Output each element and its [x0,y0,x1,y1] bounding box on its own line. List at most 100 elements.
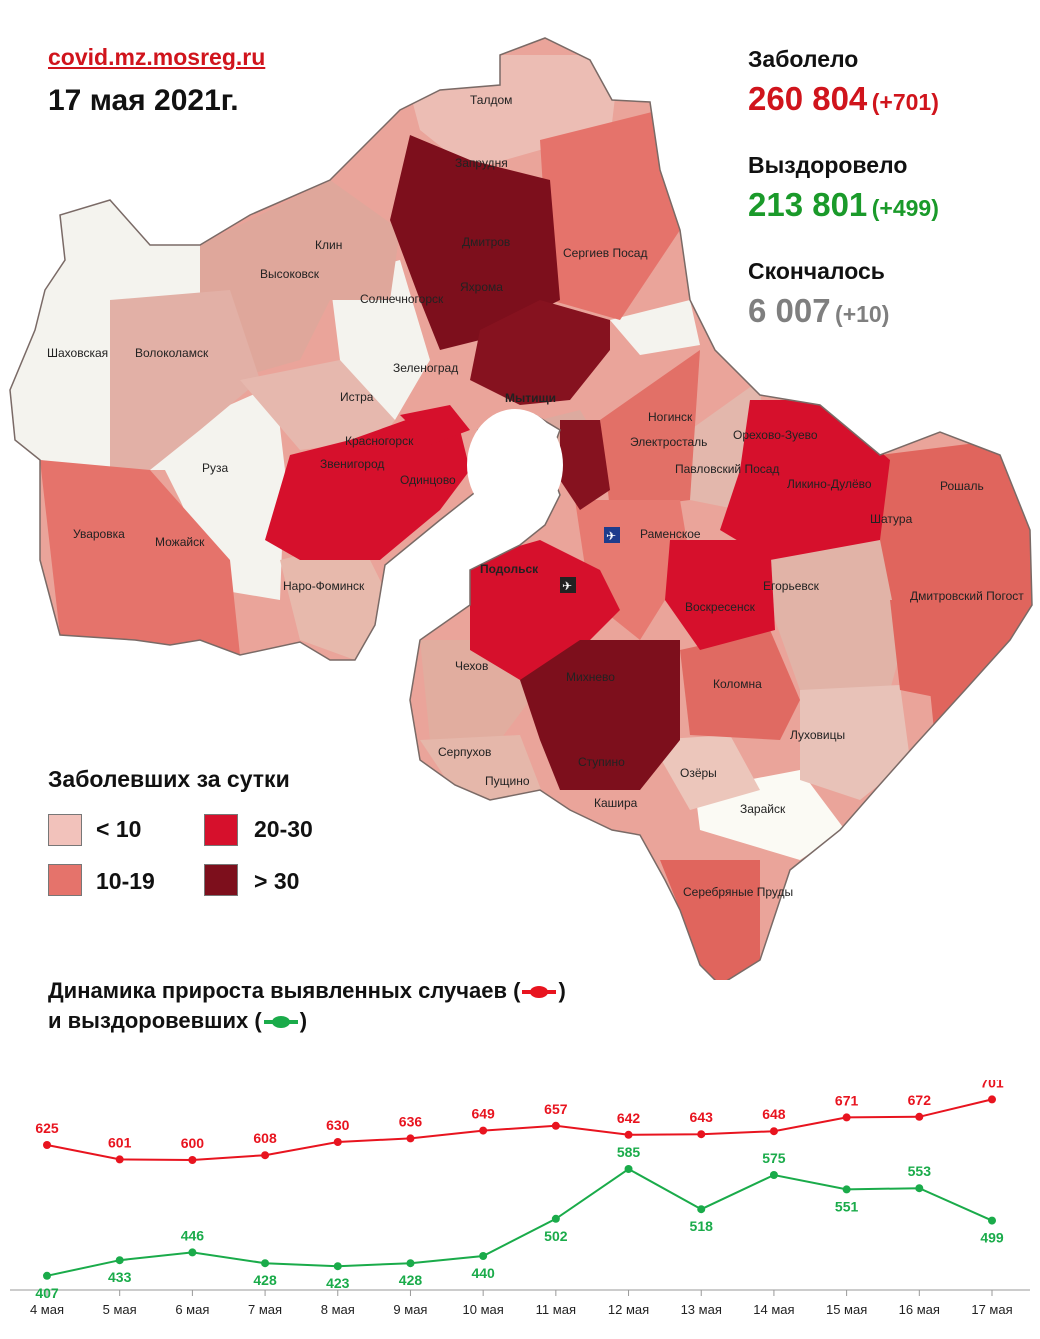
dynamics-title-text1: Динамика прироста выявленных случаев ( [48,978,521,1003]
place-label: Руза [202,461,229,475]
data-label: 608 [253,1130,277,1146]
data-point [697,1130,706,1139]
data-label: 446 [181,1227,205,1243]
data-point [769,1127,778,1136]
place-label: Яхрома [460,280,503,294]
data-label: 701 [980,1080,1004,1090]
data-point [261,1151,270,1160]
data-label: 499 [980,1230,1004,1246]
data-label: 428 [399,1272,423,1288]
recovered-stat: 213 801 (+499) [748,186,939,224]
x-tick-label: 8 мая [321,1302,355,1317]
region-istra [240,360,395,450]
svg-text:✈: ✈ [562,579,572,593]
series-line-1 [46,1167,993,1277]
data-point [697,1205,706,1214]
data-label: 518 [690,1218,714,1234]
x-tick-label: 9 мая [393,1302,427,1317]
data-label: 643 [690,1109,714,1125]
legend-label-lt10: < 10 [96,816,142,842]
place-label: Луховицы [790,728,845,742]
data-point [188,1156,197,1164]
data-point [333,1138,342,1146]
data-point [842,1185,851,1194]
data-point [624,1165,633,1173]
report-date: 17 мая 2021г. [48,84,239,117]
region-balashikha [560,420,610,510]
region-orekhovo-zuevo [720,400,890,560]
data-point [406,1134,415,1143]
place-label: Клин [315,238,342,252]
died-delta: (+10) [835,301,890,327]
region-klin [200,180,400,380]
place-label: Орехово-Зуево [733,428,818,442]
data-label: 551 [835,1198,859,1214]
place-label: Дмитровский Погост [910,589,1024,603]
legend-swatch-gt30 [204,864,238,896]
dynamics-title-line2: и выздоровевших () [48,1008,307,1034]
data-point [988,1216,996,1225]
place-label: Чехов [455,659,488,673]
place-label: Можайск [155,535,205,549]
legend-swatch-20-30 [204,814,238,846]
region-dmitrov [390,135,560,350]
svg-text:✈: ✈ [606,529,616,543]
place-label: Ступино [578,755,625,769]
data-label: 671 [835,1092,859,1108]
data-label: 648 [762,1106,786,1122]
data-point [769,1171,778,1179]
data-point [115,1256,124,1265]
recovered-marker-icon [263,1016,298,1029]
place-label: Коломна [713,677,762,691]
region-ozyory [650,735,760,810]
region-shatura [880,440,1032,640]
region-volokolamsk [110,290,260,470]
place-label: Электросталь [630,435,707,449]
region-noginsk [600,350,700,510]
place-label: Уваровка [73,527,125,541]
dynamics-title-close2: ) [299,1008,308,1033]
place-label: Подольск [480,562,539,576]
place-labels: Талдом Запрудня Дмитров Яхрома Сергиев П… [47,93,1024,899]
source-link[interactable]: covid.mz.mosreg.ru [48,44,266,70]
data-point [988,1095,996,1104]
place-label: Серебряные Пруды [683,885,793,899]
data-point [333,1262,342,1271]
x-tick-label: 11 мая [536,1302,576,1317]
legend-label-20-30: 20-30 [254,816,313,842]
x-tick-label: 17 мая [971,1302,1012,1317]
data-point [624,1130,633,1139]
place-label: Одинцово [400,473,456,487]
x-tick-label: 16 мая [899,1302,940,1317]
place-label: Зеленоград [393,361,458,375]
legend-title: Заболевших за сутки [48,766,290,792]
place-label: Красногорск [345,434,414,448]
x-tick-label: 15 мая [826,1302,867,1317]
place-label: Кашира [594,796,638,810]
data-label: 575 [762,1150,786,1166]
place-label: Пущино [485,774,530,788]
died-label: Скончалось [748,258,885,284]
region-light-small [610,300,700,355]
data-label: 428 [253,1272,277,1288]
data-label: 407 [35,1285,59,1301]
dynamics-title-close1: ) [558,978,566,1003]
data-point [842,1113,851,1122]
region-podolsk [470,540,620,690]
cases-marker-icon [522,986,557,999]
region-odintsovo [265,415,470,560]
data-point [406,1259,415,1268]
region-sergiev-posad [540,110,680,320]
data-label: 657 [544,1101,568,1117]
data-label: 649 [471,1106,495,1122]
place-label: Егорьевск [763,579,820,593]
data-point [551,1214,560,1223]
place-label: Ногинск [648,410,693,424]
died-value: 6 007 [748,292,831,329]
data-label: 433 [108,1269,132,1285]
data-label: 553 [908,1163,932,1179]
x-tick-label: 12 мая [608,1302,649,1317]
airport-icon: ✈ [560,577,576,593]
place-label: Истра [340,390,374,404]
data-point [115,1155,124,1164]
